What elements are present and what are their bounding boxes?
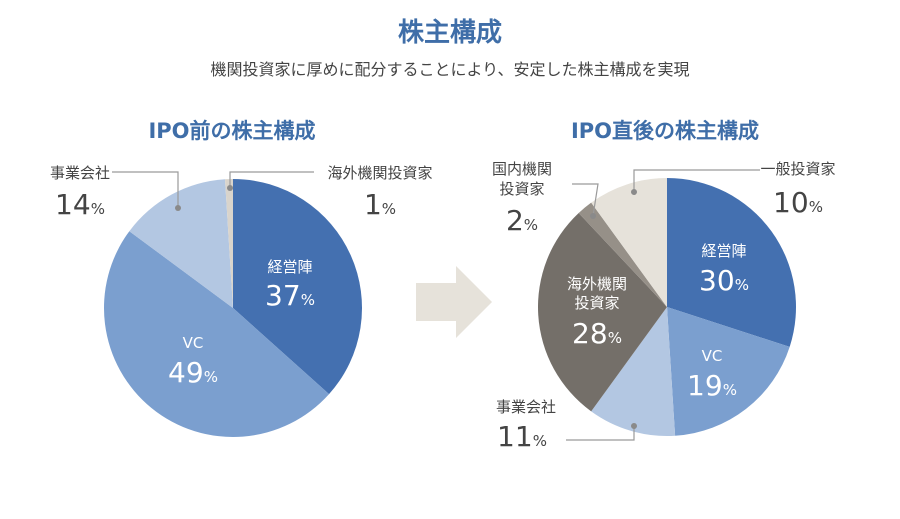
page-subtitle: 機関投資家に厚めに配分することにより、安定した株主構成を実現 xyxy=(210,60,690,79)
post-ipo-slice-0 xyxy=(667,178,796,347)
pre-ipo-slice-2 xyxy=(129,179,233,308)
post-ipo-slice-1 xyxy=(667,307,790,436)
pre-ipo-overseas-leader xyxy=(229,171,314,188)
page-title: 株主構成 xyxy=(397,18,502,48)
pre-ipo-overseas-value: 1% xyxy=(364,188,396,221)
pre-ipo-slice-3 xyxy=(224,179,233,308)
pre-ipo-overseas-label: 海外機関投資家 xyxy=(327,164,432,182)
pre-ipo-corporate-leader-dot xyxy=(175,205,181,211)
pre-ipo-vc-label: VC xyxy=(183,334,204,352)
post-ipo-slice-5 xyxy=(591,178,667,307)
post-ipo-management-label: 経営陣 xyxy=(701,242,746,260)
pre-ipo-slice-0 xyxy=(233,179,363,395)
post-ipo-domestic-label-line2: 投資家 xyxy=(499,180,544,198)
post-ipo-retail-value: 10% xyxy=(773,186,823,219)
post-ipo-corporate-label: 事業会社 xyxy=(496,398,556,416)
pre-ipo-corporate-leader xyxy=(112,171,179,208)
post-ipo-retail-leader xyxy=(633,169,760,192)
pre-ipo-corporate-label: 事業会社 xyxy=(50,164,110,182)
post-ipo-domestic-leader-dot xyxy=(590,213,596,219)
transition-arrow xyxy=(416,266,492,338)
pre-ipo-vc-value: 49% xyxy=(168,356,218,389)
post-ipo-domestic-leader xyxy=(572,183,599,217)
pre-ipo-corporate-value: 14% xyxy=(55,188,105,221)
pre-ipo-chart-title: IPO前の株主構成 xyxy=(148,119,316,143)
pre-ipo-overseas-leader-dot xyxy=(227,185,233,191)
post-ipo-vc-value: 19% xyxy=(687,369,737,402)
post-ipo-corporate-leader-dot xyxy=(631,423,637,429)
pre-ipo-slice-1 xyxy=(104,231,330,437)
post-ipo-slice-3 xyxy=(537,212,667,412)
post-ipo-vc-label: VC xyxy=(702,347,723,365)
post-ipo-overseas-value: 28% xyxy=(572,317,622,350)
post-ipo-retail-label: 一般投資家 xyxy=(760,160,835,178)
pre-ipo-management-value: 37% xyxy=(265,279,315,312)
post-ipo-chart-title: IPO直後の株主構成 xyxy=(570,119,760,143)
post-ipo-retail-leader-dot xyxy=(631,189,637,195)
post-ipo-corporate-leader xyxy=(566,426,635,441)
post-ipo-overseas-label-line2: 投資家 xyxy=(574,294,619,312)
post-ipo-slice-4 xyxy=(578,202,667,307)
pre-ipo-management-label: 経営陣 xyxy=(267,258,312,276)
post-ipo-domestic-value: 2% xyxy=(506,204,538,237)
post-ipo-management-value: 30% xyxy=(699,264,749,297)
post-ipo-domestic-label-line1: 国内機関 xyxy=(492,160,552,178)
post-ipo-corporate-value: 11% xyxy=(497,420,547,453)
post-ipo-overseas-label-line1: 海外機関 xyxy=(567,275,627,293)
post-ipo-slice-2 xyxy=(591,307,676,436)
